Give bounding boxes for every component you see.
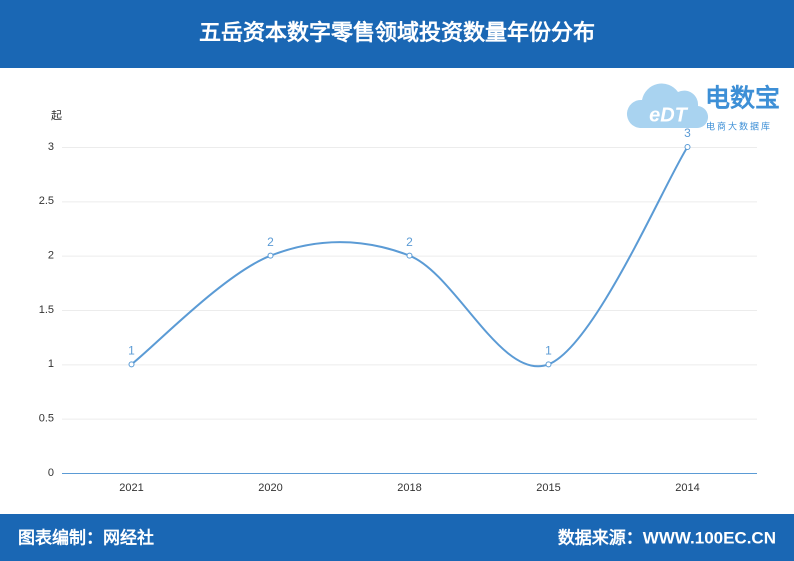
data-label: 2 [267,235,274,249]
y-tick-label: 3 [48,141,54,153]
credit: 图表编制：网经社 [18,527,154,547]
x-tick-label: 2020 [258,482,282,494]
data-label: 3 [684,126,691,140]
point [406,252,413,259]
data-label: 1 [545,344,552,358]
y-tick-label: 0 [48,467,54,479]
point [267,252,274,259]
y-tick-label: 2.5 [39,195,54,207]
chart-title: 五岳资本数字零售领域投资数量年份分布 [199,20,595,45]
logo-subtext: 电商大数据库 [706,120,772,131]
logo-cloud [626,83,709,129]
logo: eDT 电数宝 电商大数据库 [626,83,780,131]
logo-mark: eDT [649,104,689,126]
source: 数据来源：WWW.100EC.CN [558,527,776,547]
logo-text: 电数宝 [705,84,780,113]
x-tick-label: 2018 [397,482,421,494]
point [128,361,135,368]
x-tick-label: 2015 [536,482,560,494]
x-tick-label: 2014 [675,482,699,494]
y-tick-label: 0.5 [39,413,54,425]
y-tick-label: 1 [48,358,54,370]
header-bar [0,0,794,68]
data-label: 2 [406,235,413,249]
x-tick-label: 2021 [119,482,143,494]
data-label: 1 [128,344,135,358]
y-tick-label: 2 [48,250,54,262]
y-tick-label: 1.5 [39,304,54,316]
point [545,361,552,368]
line [130,146,689,368]
point [684,144,691,150]
footer-bar [0,514,794,561]
y-axis-label: 起 [51,109,62,122]
